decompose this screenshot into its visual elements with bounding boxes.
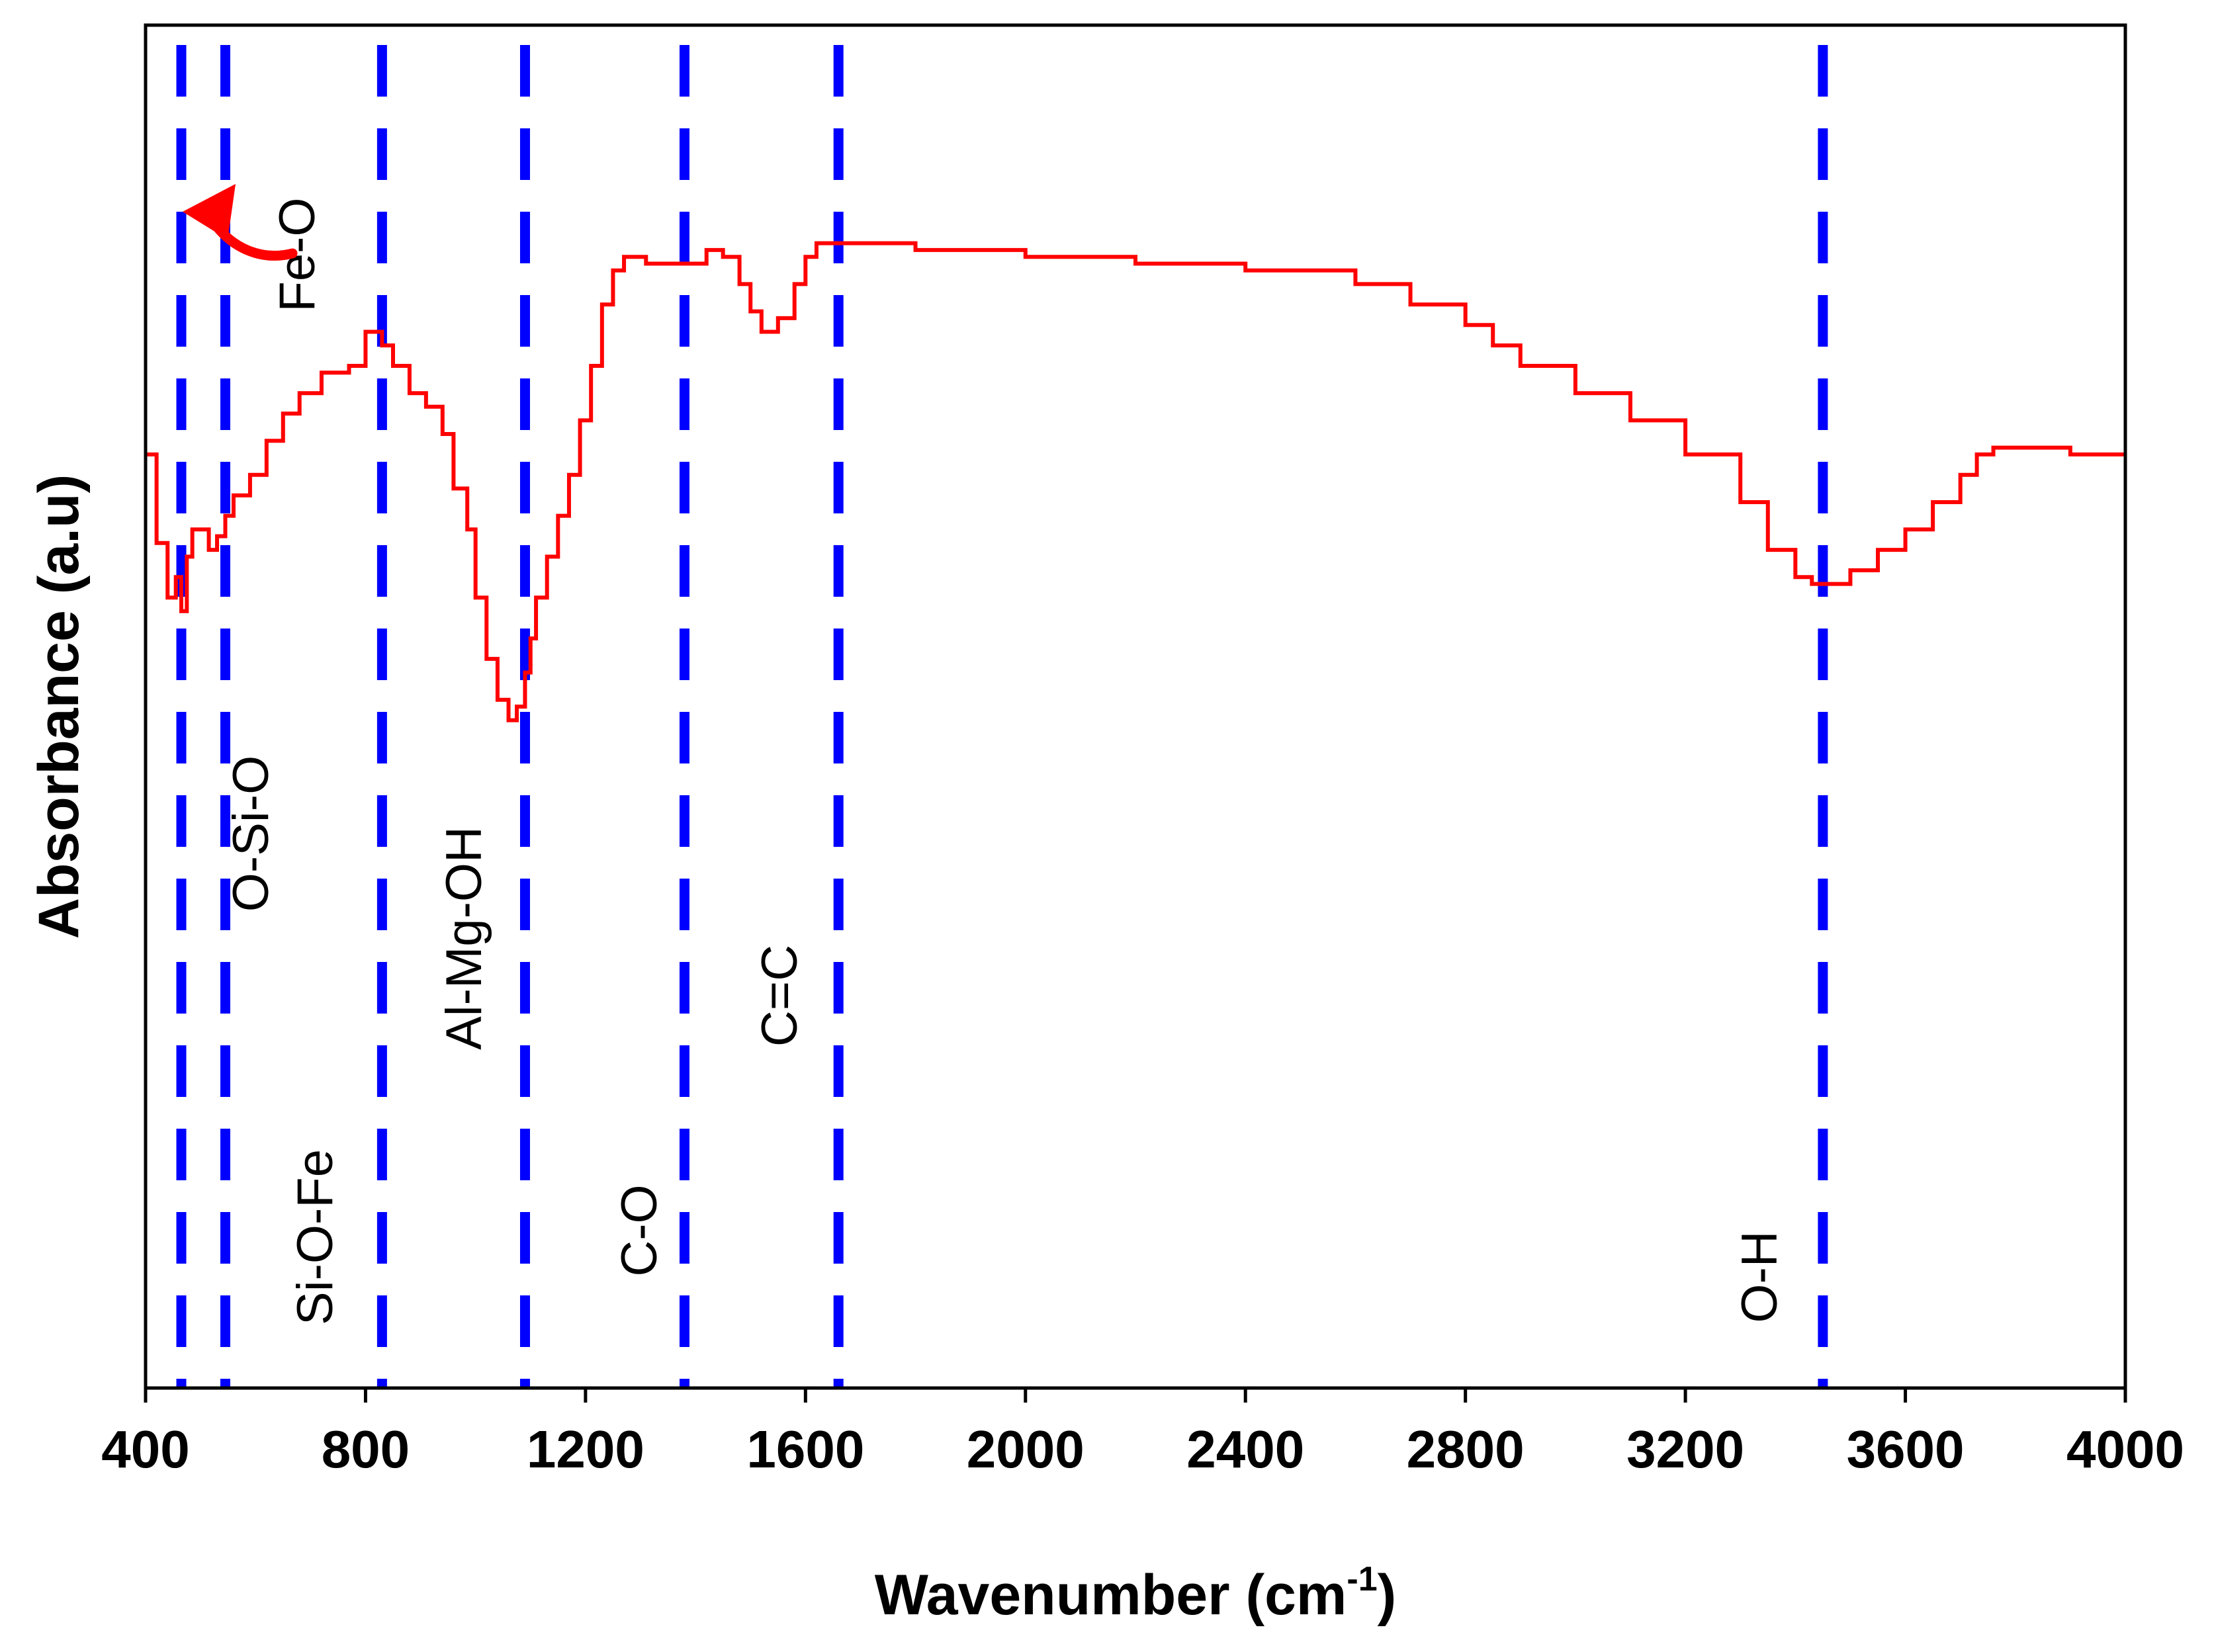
x-axis-ticks: 400 800 1200 1600 2000 2400 2800 3200 3600 4000 <box>101 1388 2184 1479</box>
plot-frame <box>144 23 2127 1390</box>
x-tick-label-7: 3200 <box>1626 1420 1744 1479</box>
band-label-3: Al-Mg-OH <box>436 826 492 1050</box>
x-tick-label-8: 3600 <box>1847 1420 1965 1479</box>
annotation-arrow-head <box>183 184 236 239</box>
x-axis-title-main: Wavenumber (cm <box>875 1563 1347 1627</box>
x-tick-label-5: 2400 <box>1186 1420 1304 1479</box>
band-label-2: Si-O-Fe <box>287 1149 343 1325</box>
band-label-5: C=C <box>752 945 808 1047</box>
x-tick-label-3: 1600 <box>746 1420 864 1479</box>
spectrum-line <box>146 241 2125 722</box>
band-label-6: O-H <box>1732 1231 1788 1323</box>
x-tick-label-6: 2800 <box>1407 1420 1525 1479</box>
x-tick-label-4: 2000 <box>967 1420 1085 1479</box>
x-tick-label-2: 1200 <box>527 1420 644 1479</box>
x-axis-title-tail: ) <box>1378 1563 1397 1627</box>
band-label-1: O-Si-O <box>223 756 279 912</box>
y-axis-title: Absorbance (a.u) <box>27 474 91 939</box>
x-axis-title: Wavenumber (cm-1) <box>875 1560 1397 1627</box>
reference-lines <box>176 45 1828 1388</box>
band-label-4: C-O <box>611 1184 668 1276</box>
x-tick-label-9: 4000 <box>2066 1420 2184 1479</box>
x-axis-title-sup: -1 <box>1347 1560 1377 1598</box>
x-tick-label-1: 800 <box>322 1420 410 1479</box>
series-group <box>146 241 2125 722</box>
x-tick-label-0: 400 <box>101 1420 189 1479</box>
